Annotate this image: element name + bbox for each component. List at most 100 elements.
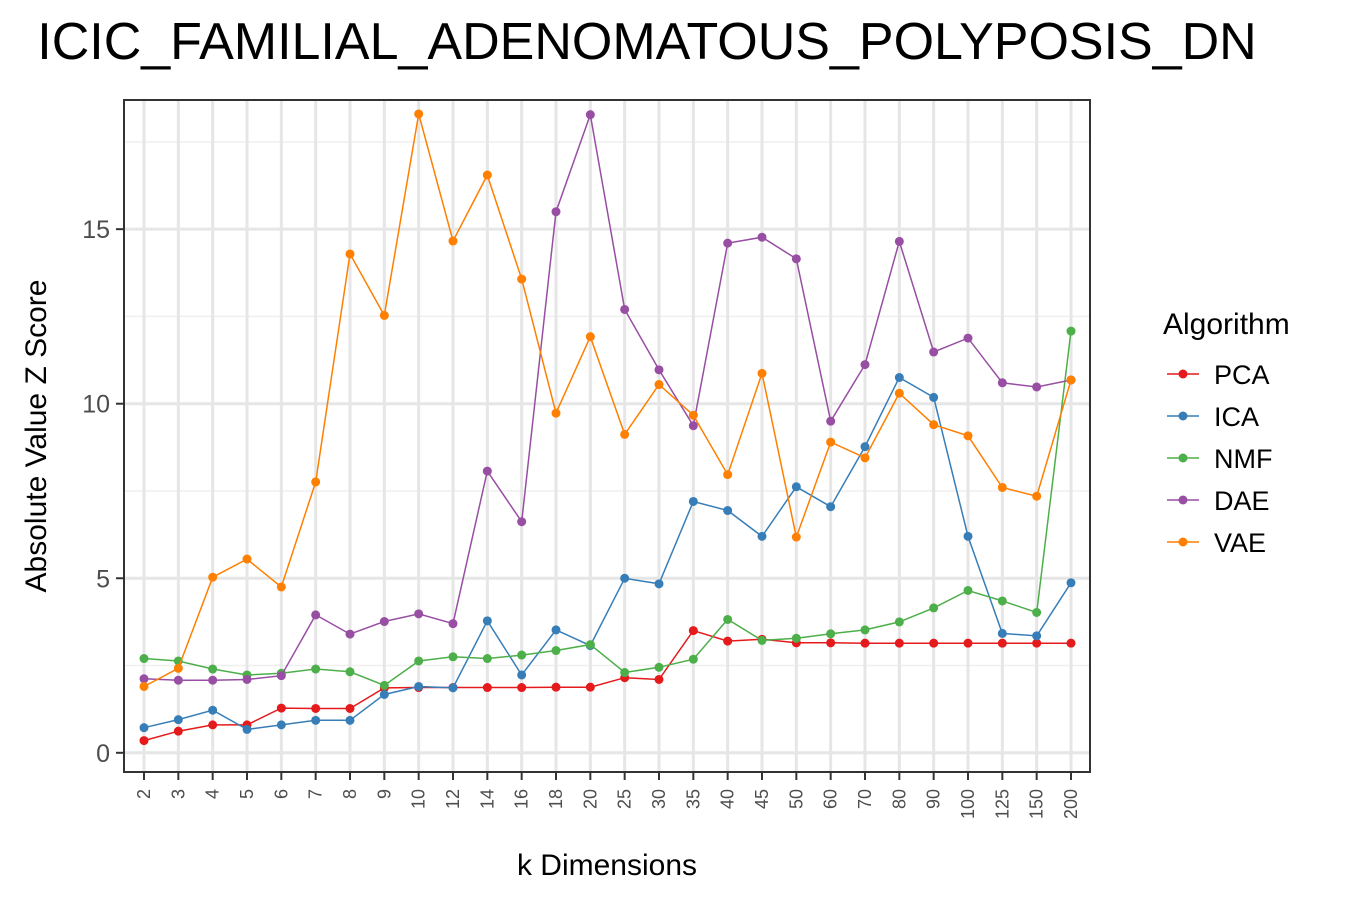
data-point-vae — [929, 420, 939, 430]
data-point-nmf — [826, 629, 836, 639]
data-point-pca — [654, 674, 664, 684]
data-point-nmf — [929, 603, 939, 613]
data-point-nmf — [963, 585, 973, 595]
series-pca — [139, 626, 1076, 746]
data-point-nmf — [379, 680, 389, 690]
x-tick-label: 20 — [580, 789, 600, 809]
data-point-nmf — [448, 652, 458, 662]
data-point-ica — [1032, 631, 1042, 641]
legend-marker-ica — [1178, 411, 1188, 421]
legend-label-pca: PCA — [1214, 360, 1270, 390]
data-point-dae — [723, 238, 733, 248]
data-point-dae — [482, 466, 492, 476]
legend-label-vae: VAE — [1214, 528, 1266, 558]
data-point-vae — [345, 249, 355, 259]
data-point-dae — [173, 675, 183, 685]
data-point-dae — [997, 378, 1007, 388]
data-point-vae — [482, 170, 492, 180]
data-point-nmf — [894, 617, 904, 627]
data-point-vae — [620, 429, 630, 439]
data-point-ica — [448, 683, 458, 693]
data-point-ica — [826, 502, 836, 512]
legend-marker-nmf — [1178, 453, 1188, 463]
data-point-dae — [929, 347, 939, 357]
data-point-nmf — [860, 625, 870, 635]
data-point-vae — [860, 453, 870, 463]
legend-marker-pca — [1178, 369, 1188, 379]
data-point-ica — [173, 715, 183, 725]
x-tick-label: 6 — [271, 789, 291, 799]
x-tick-label: 50 — [786, 789, 806, 809]
data-point-vae — [173, 663, 183, 673]
panel-border — [123, 99, 1091, 773]
data-point-dae — [620, 304, 630, 314]
data-point-nmf — [139, 654, 149, 664]
data-point-vae — [723, 470, 733, 480]
data-point-vae — [311, 477, 321, 487]
x-tick-label: 9 — [374, 789, 394, 799]
data-point-ica — [482, 616, 492, 626]
x-tick-label: 70 — [855, 789, 875, 809]
data-point-ica — [242, 724, 252, 734]
series-line-nmf — [143, 331, 1072, 687]
data-point-ica — [929, 392, 939, 402]
x-tick-label: 125 — [992, 789, 1012, 819]
x-tick-label: 40 — [718, 789, 738, 809]
series-dae — [139, 110, 1076, 685]
data-point-nmf — [997, 596, 1007, 606]
data-point-nmf — [723, 614, 733, 624]
data-point-vae — [585, 332, 595, 342]
x-tick-label: 18 — [546, 789, 566, 809]
data-point-nmf — [414, 656, 424, 666]
data-point-dae — [517, 517, 527, 527]
data-point-dae — [757, 232, 767, 242]
data-point-vae — [826, 437, 836, 447]
data-point-pca — [482, 683, 492, 693]
data-point-pca — [860, 638, 870, 648]
x-tick-label: 8 — [340, 789, 360, 799]
data-point-pca — [997, 638, 1007, 648]
legend: Algorithm PCA ICA NMF DAE VAE — [1163, 308, 1290, 558]
data-point-vae — [379, 310, 389, 320]
data-point-dae — [688, 421, 698, 431]
data-point-vae — [997, 482, 1007, 492]
data-point-nmf — [482, 654, 492, 664]
data-point-dae — [1032, 382, 1042, 392]
x-tick-label: 16 — [512, 789, 532, 809]
legend-marker-vae — [1178, 537, 1188, 547]
series-line-pca — [143, 629, 1071, 742]
x-tick-label: 60 — [821, 789, 841, 809]
data-point-pca — [311, 703, 321, 713]
data-point-ica — [654, 579, 664, 589]
data-point-pca — [826, 638, 836, 648]
x-tick-label: 45 — [752, 789, 772, 809]
data-point-ica — [517, 670, 527, 680]
data-point-nmf — [757, 635, 767, 645]
data-point-ica — [311, 715, 321, 725]
data-point-vae — [276, 582, 286, 592]
data-point-pca — [1032, 638, 1042, 648]
data-point-dae — [311, 610, 321, 620]
data-point-nmf — [311, 664, 321, 674]
data-point-ica — [860, 442, 870, 452]
data-point-vae — [654, 380, 664, 390]
legend-marker-dae — [1178, 495, 1188, 505]
series-line-ica — [143, 376, 1072, 731]
x-axis-label: k Dimensions — [517, 849, 697, 882]
data-point-pca — [963, 638, 973, 648]
data-point-vae — [791, 532, 801, 542]
data-point-dae — [276, 671, 286, 681]
data-point-dae — [242, 674, 252, 684]
x-tick-label: 35 — [683, 789, 703, 809]
data-point-ica — [620, 573, 630, 583]
data-point-vae — [551, 408, 561, 418]
data-point-pca — [585, 682, 595, 692]
x-tick-label: 80 — [889, 789, 909, 809]
data-point-vae — [242, 554, 252, 564]
data-point-dae — [654, 365, 664, 375]
x-tick-label: 200 — [1061, 789, 1081, 819]
data-point-pca — [688, 626, 698, 636]
data-point-vae — [208, 572, 218, 582]
